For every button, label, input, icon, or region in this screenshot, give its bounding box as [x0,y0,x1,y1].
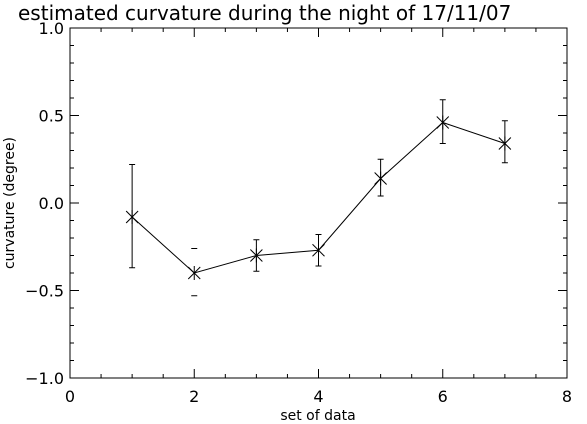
plot-frame [69,27,568,379]
data-point [125,210,139,224]
y-tick-labels: −1.0 −0.5 0.0 0.5 1.0 [25,19,64,388]
axis-ticks [69,27,568,379]
data-point [374,171,387,186]
data-point [250,248,263,263]
y-tick-label: 0.0 [39,194,64,213]
data-point [436,115,450,130]
y-axis-label: curvature (degree) [2,137,18,269]
y-tick-label: 1.0 [39,19,64,38]
x-tick-labels: 0 2 4 6 8 [65,387,572,406]
error-bars [129,99,508,297]
x-tick-label: 0 [65,387,75,406]
y-tick-label: −0.5 [25,282,64,301]
data-point [498,136,512,151]
x-tick-label: 2 [189,387,199,406]
data-markers [125,115,512,280]
chart-title: estimated curvature during the night of … [18,1,511,25]
x-tick-label: 6 [438,387,448,406]
data-point [187,266,201,280]
x-tick-label: 8 [562,387,572,406]
y-tick-label: −1.0 [25,369,64,388]
x-axis-label: set of data [280,408,355,424]
data-point [312,243,325,258]
x-tick-label: 4 [313,387,323,406]
y-tick-label: 0.5 [39,107,64,126]
